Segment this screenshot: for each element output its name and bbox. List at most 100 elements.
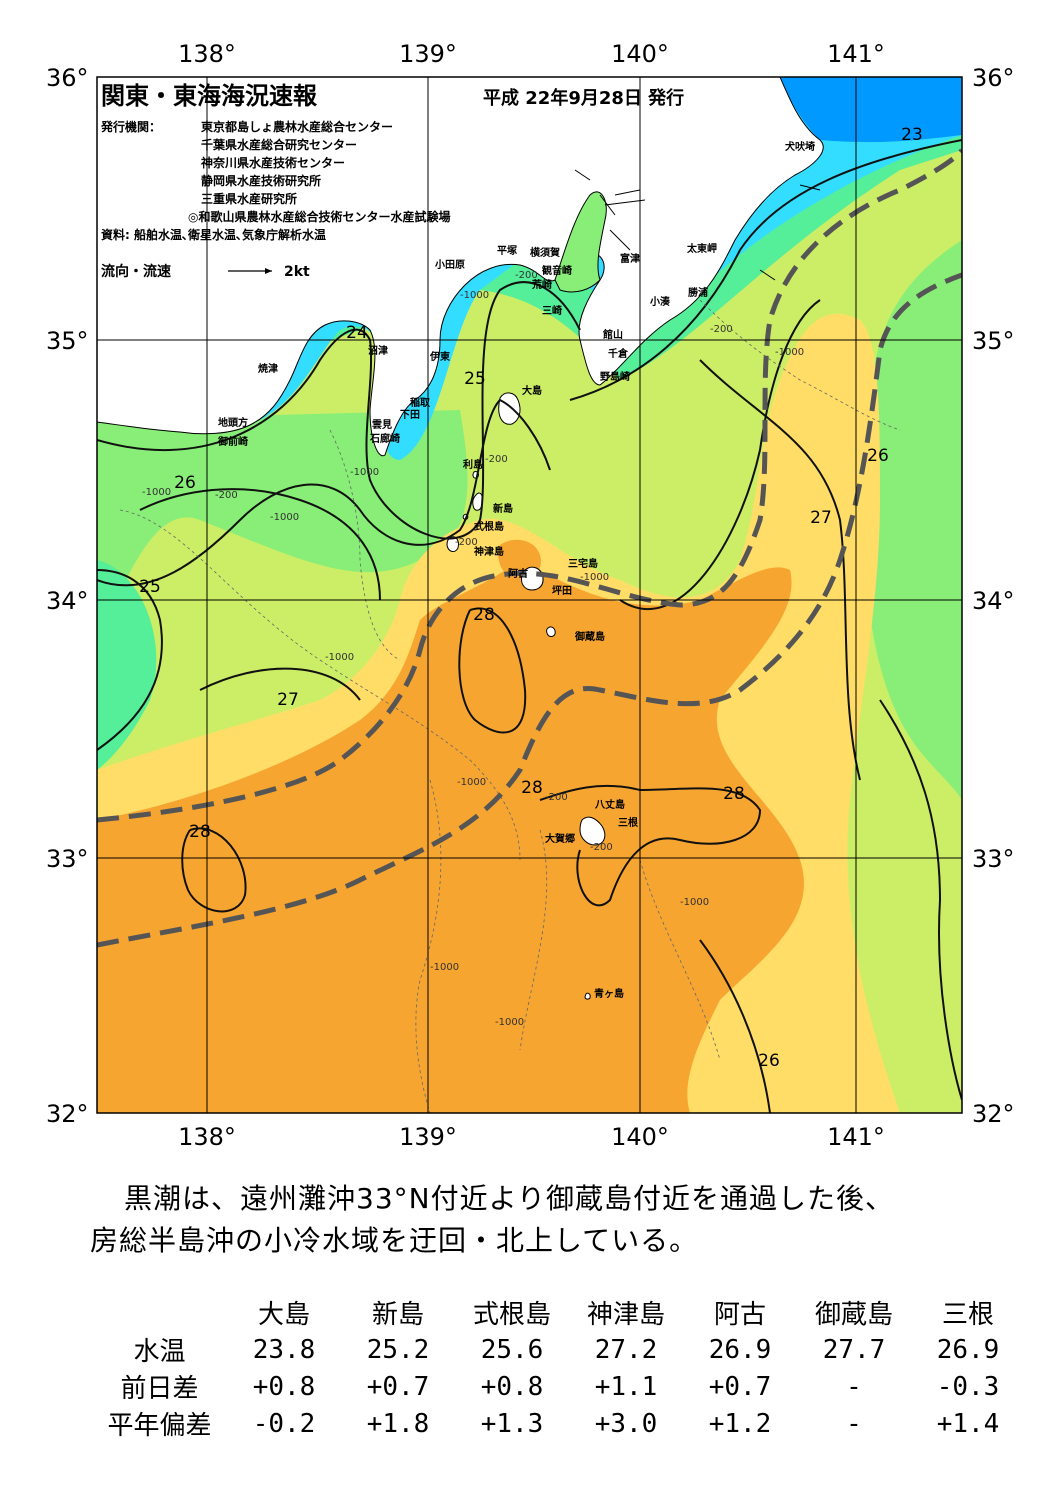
table-cell: +0.7	[708, 1371, 772, 1402]
depth-line-1	[119, 509, 521, 861]
table-row: 前日差 +0.8 +0.7 +0.8 +1.1 +0.7 - -0.3	[92, 1368, 1025, 1405]
lat-lon-grid	[97, 77, 962, 1113]
place-katsuura: 勝浦	[688, 286, 708, 299]
isotherm-26-far-east	[879, 699, 962, 1101]
isotherm-26-west	[139, 488, 381, 601]
island-label-toshima: 利島	[463, 458, 483, 471]
isotherm-25	[97, 569, 163, 751]
iso-label-28-d: 28	[723, 784, 745, 804]
table-cell: 27.7	[822, 1334, 886, 1365]
place-futtsu: 富津	[620, 252, 640, 265]
depth-label-13: -200	[545, 792, 568, 803]
lat-left-4: 32°	[46, 1100, 89, 1128]
lon-top-3: 141°	[827, 40, 885, 68]
publisher-label: 発行機関：	[100, 119, 161, 134]
table-cell: 25.6	[480, 1334, 544, 1365]
table-cell: 27.2	[594, 1334, 658, 1365]
lat-right-4: 32°	[972, 1100, 1015, 1128]
land-honshu	[96, 76, 824, 457]
lat-left-0: 36°	[46, 64, 89, 92]
place-jitogata: 地頭方	[218, 416, 248, 429]
depth-label-group: -200 -1000 -200 -1000 -1000 -200 -1000 -…	[142, 270, 804, 1028]
island-label-group: 大島 利島 新島 式根島 神津島 三宅島 阿古 坪田 御蔵島 八丈島 三根 大賀…	[463, 384, 638, 1000]
isotherm-28-c	[539, 784, 762, 907]
place-kannonzaki: 観音崎	[542, 264, 572, 277]
flow-legend-label: 流向・流速	[101, 263, 171, 280]
island-label-mitsune: 三根	[618, 816, 638, 829]
iso-label-25-west: 25	[139, 577, 161, 597]
publisher-4: 三重県水産研究所	[201, 191, 297, 206]
depth-label-2: -200	[710, 324, 733, 335]
iso-label-26-east: 26	[867, 446, 889, 466]
col-kozushima: 神津島	[586, 1300, 665, 1330]
map-title: 関東・東海海況速報	[101, 82, 318, 110]
zone-25-26-west	[97, 410, 468, 640]
place-tateyama: 館山	[602, 328, 623, 341]
row-label-day-diff: 前日差	[120, 1374, 199, 1404]
depth-label-11: -1000	[325, 652, 354, 663]
depth-contours	[119, 299, 901, 1113]
island-hachijojima	[579, 816, 606, 846]
place-shimoda: 下田	[400, 409, 420, 421]
island-label-miyakejima: 三宅島	[568, 557, 598, 570]
zone-25-26-east	[864, 240, 962, 800]
lon-bottom-0: 138°	[178, 1123, 236, 1151]
lat-right-2: 34°	[972, 587, 1015, 615]
depth-label-1: -1000	[460, 290, 489, 301]
table-row: 平年偏差 -0.2 +1.8 +1.3 +3.0 +1.2 - +1.4	[92, 1405, 1025, 1442]
place-kumomi: 雲見	[372, 419, 392, 431]
lat-left-2: 34°	[46, 587, 89, 615]
flow-arrows	[574, 169, 821, 281]
publisher-3: 静岡県水産技術研究所	[201, 173, 321, 188]
lon-bottom-2: 140°	[611, 1123, 669, 1151]
row-label-normal-diff: 平年偏差	[107, 1411, 212, 1441]
flow-legend-arrowhead	[265, 268, 272, 274]
iso-label-26-west: 26	[174, 473, 196, 493]
iso-label-28-c: 28	[189, 822, 211, 842]
islands	[446, 392, 606, 1000]
table-cell: +1.3	[480, 1408, 544, 1439]
lon-top-0: 138°	[178, 40, 236, 68]
depth-label-14: -1000	[680, 897, 709, 908]
summary-text: 黒潮は、遠州灘沖33°N付近より御蔵島付近を通過した後、 房総半島沖の小冷水域を…	[90, 1178, 1020, 1262]
depth-label-7: -200	[215, 490, 238, 501]
isotherm-26-south	[699, 939, 771, 1113]
col-ako: 阿古	[713, 1300, 766, 1330]
place-ito: 伊東	[429, 350, 450, 363]
island-label-oshima: 大島	[522, 384, 542, 397]
iso-label-23: 23	[901, 125, 923, 145]
iso-label-27-east: 27	[810, 508, 832, 528]
depth-label-4: -1000	[350, 467, 379, 478]
map-frame	[96, 76, 963, 1114]
table-cell: +1.4	[936, 1408, 1000, 1439]
island-label-tsubota: 坪田	[552, 584, 572, 597]
data-source: 資料: 船舶水温､衛星水温､気象庁解析水温	[101, 227, 326, 242]
table-cell: +3.0	[594, 1408, 658, 1439]
lat-right-0: 36°	[972, 64, 1015, 92]
island-label-okago: 大賀郷	[545, 832, 575, 845]
land	[96, 76, 824, 457]
depth-label-9: -200	[455, 537, 478, 548]
island-label-hachijojima: 八丈島	[594, 798, 625, 811]
place-inubosaki: 犬吠埼	[785, 140, 815, 153]
publisher-2: 神奈川県水産技術センター	[201, 155, 345, 170]
table-header-row: 大島 新島 式根島 神津島 阿古 御蔵島 三根	[92, 1294, 1025, 1331]
depth-label-5: -200	[485, 454, 508, 465]
lat-right-1: 35°	[972, 327, 1015, 355]
table-cell: -0.3	[936, 1371, 1000, 1402]
publisher-1: 千葉県水産総合研究センター	[201, 137, 357, 152]
table-cell: +1.2	[708, 1408, 772, 1439]
lon-bottom-1: 139°	[399, 1123, 457, 1151]
publisher-5: ◎和歌山県農林水産総合技術センター水産試験場	[188, 209, 450, 224]
flow-legend-scale: 2kt	[284, 264, 310, 280]
table-cell: +0.8	[480, 1371, 544, 1402]
coastal-place-labels: 犬吠埼 太東岬 勝浦 小湊 富津 館山 千倉 野島崎 横須賀 観音崎 平塚 荒崎…	[217, 140, 815, 448]
zone-below-23	[780, 77, 962, 143]
table-cell: +1.8	[366, 1408, 430, 1439]
col-niijima: 新島	[371, 1300, 424, 1330]
tokyo-bay	[554, 191, 607, 293]
iso-label-28-b: 28	[521, 778, 543, 798]
place-odawara: 小田原	[434, 258, 465, 271]
depth-label-0: -200	[515, 270, 538, 281]
island-label-mikurajima: 御蔵島	[574, 630, 605, 643]
